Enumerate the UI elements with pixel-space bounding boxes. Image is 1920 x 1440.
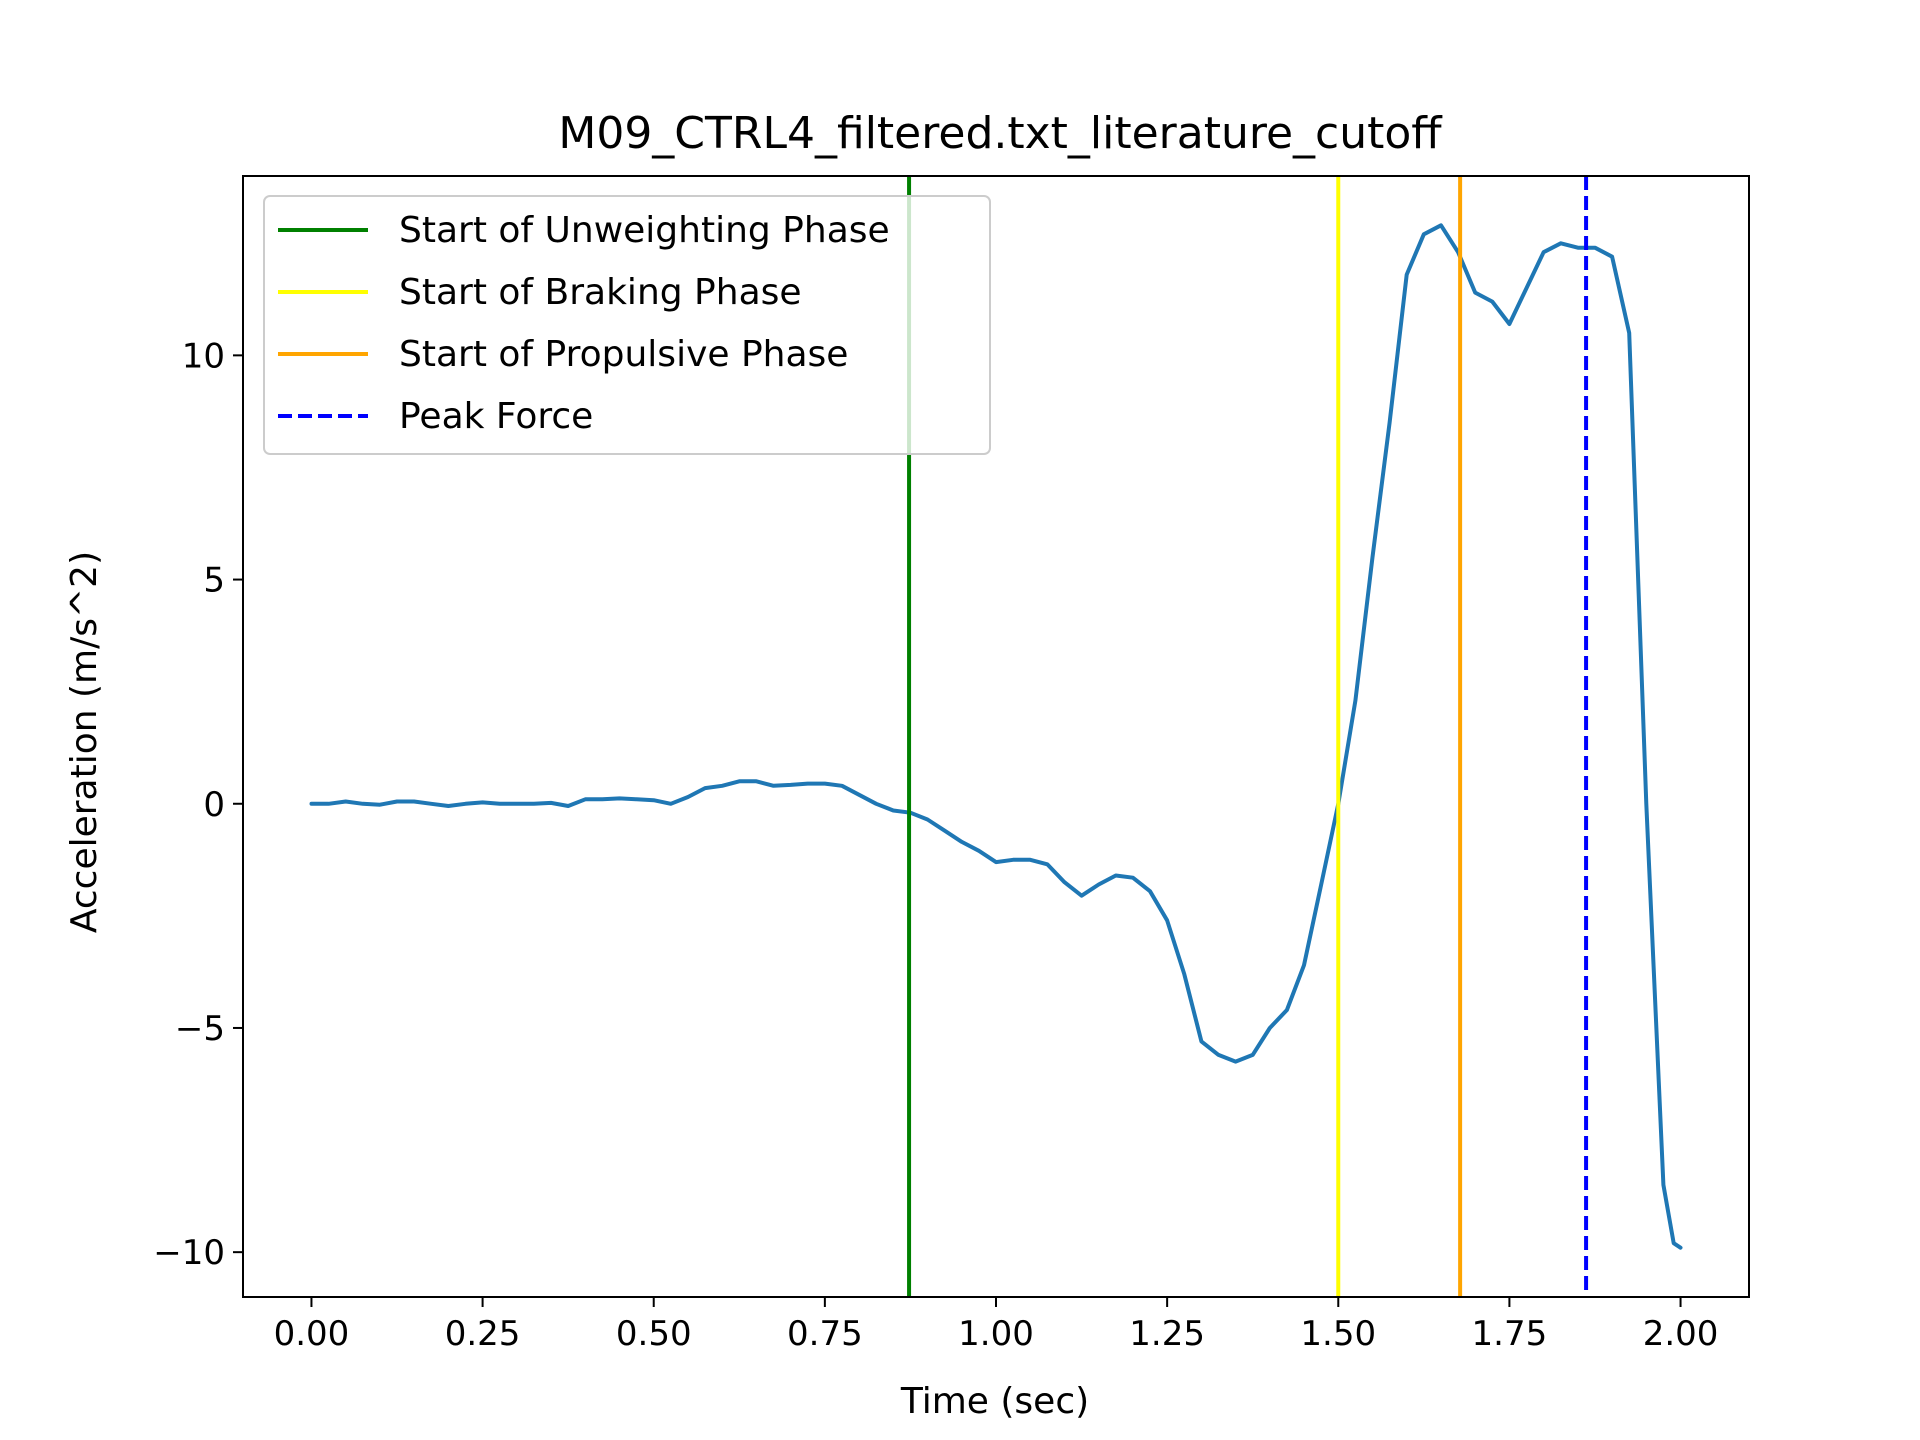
legend: Start of Unweighting Phase Start of Braki… [263,195,991,455]
y-axis: −10 −5 0 5 10 [153,336,243,1273]
legend-label-1: Start of Braking Phase [399,272,802,313]
x-axis-label: Time (sec) [900,1381,1089,1422]
legend-label-3: Peak Force [399,396,593,437]
x-tick-label: 1.25 [1129,1314,1205,1354]
x-tick-label: 1.00 [958,1314,1034,1354]
x-axis: 0.00 0.25 0.50 0.75 1.00 1.25 1.50 1.75 2.00 [274,1297,1719,1354]
x-tick-label: 0.25 [445,1314,521,1354]
legend-label-0: Start of Unweighting Phase [399,210,890,251]
x-tick-label: 2.00 [1643,1314,1719,1354]
legend-label-2: Start of Propulsive Phase [399,334,848,375]
y-tick-label: −5 [175,1009,225,1049]
legend-box [263,195,991,455]
y-tick-label: −10 [153,1233,225,1273]
x-tick-label: 0.00 [274,1314,350,1354]
chart-title: M09_CTRL4_filtered.txt_literature_cutoff [558,108,1443,159]
y-tick-label: 0 [203,785,225,825]
x-tick-label: 0.75 [787,1314,863,1354]
series-line-0 [309,223,1683,1250]
y-tick-label: 10 [182,336,225,376]
x-tick-label: 1.50 [1300,1314,1376,1354]
x-tick-label: 0.50 [616,1314,692,1354]
y-axis-label: Acceleration (m/s^2) [64,551,105,933]
x-tick-label: 1.75 [1472,1314,1548,1354]
y-tick-label: 5 [203,561,225,601]
